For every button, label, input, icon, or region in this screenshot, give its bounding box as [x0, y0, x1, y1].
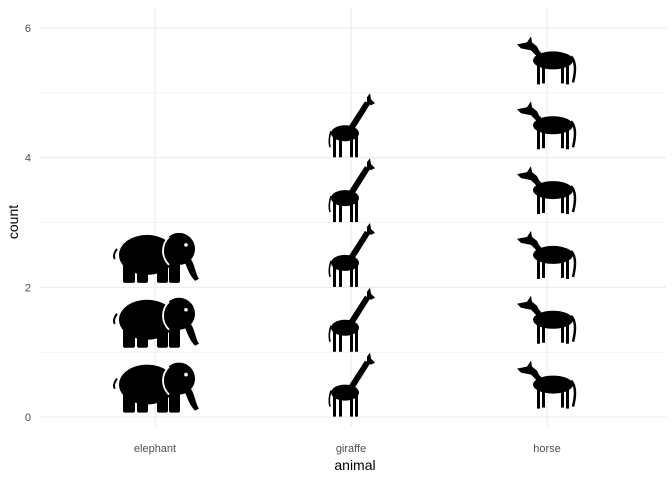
horse-icon — [515, 100, 577, 151]
horse-icon — [515, 359, 577, 410]
elephant-icon — [112, 361, 200, 414]
horse-icon — [515, 164, 577, 216]
y-axis-tick-labels: 0 2 4 6 — [25, 23, 31, 424]
x-axis-tick-labels: elephant giraffe horse — [134, 443, 561, 455]
y-tick-label: 6 — [25, 23, 31, 35]
giraffe-icon — [328, 222, 376, 288]
x-tick-label: horse — [533, 443, 561, 455]
x-tick-label: elephant — [134, 443, 176, 455]
y-tick-label: 0 — [25, 412, 31, 424]
giraffe-icon — [328, 92, 376, 159]
y-tick-label: 4 — [25, 153, 31, 165]
giraffe-icon — [328, 286, 376, 353]
horse-icon — [515, 294, 577, 345]
x-tick-label: giraffe — [336, 443, 366, 455]
pictogram-marks — [112, 35, 577, 418]
giraffe-icon — [328, 351, 376, 418]
horse-icon — [515, 35, 577, 86]
y-axis-title: count — [5, 205, 21, 239]
horse-icon — [515, 229, 577, 281]
x-axis-title: animal — [334, 457, 375, 473]
elephant-icon — [112, 231, 200, 284]
minor-gridlines — [40, 92, 666, 353]
giraffe-icon — [328, 157, 376, 223]
y-tick-label: 2 — [25, 282, 31, 294]
elephant-icon — [112, 296, 200, 349]
